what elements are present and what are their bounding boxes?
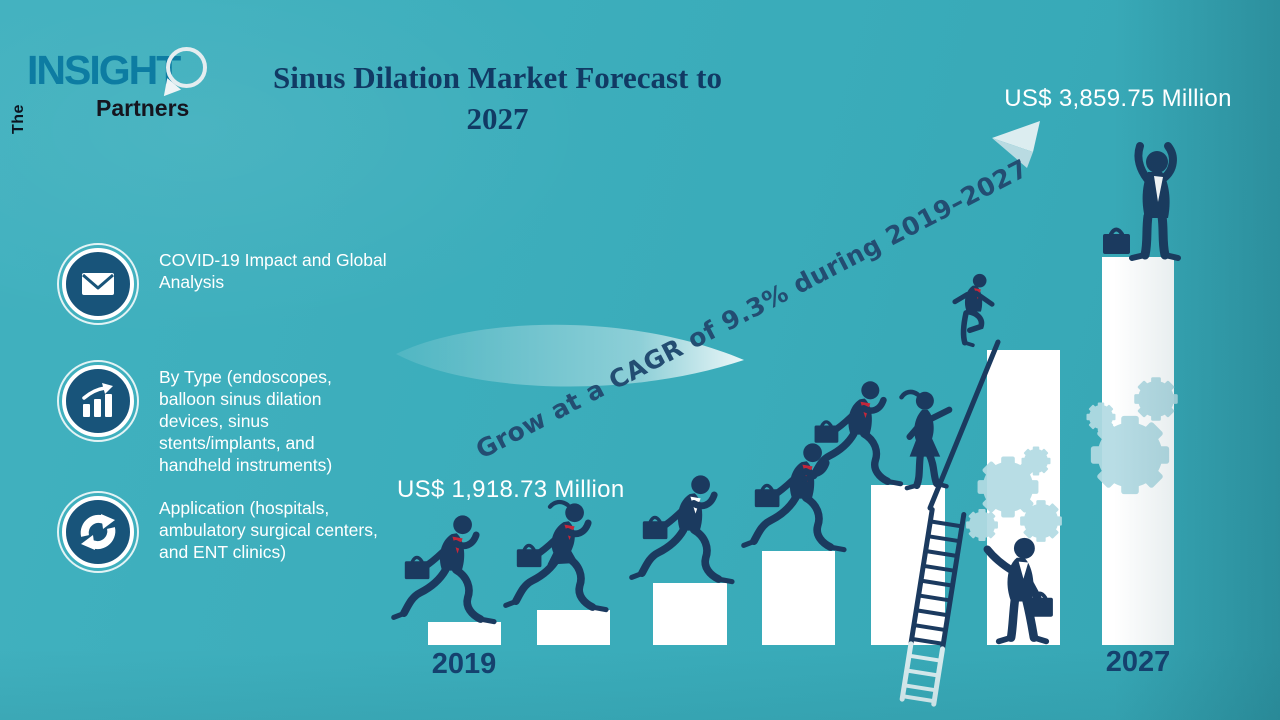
sync-arrows-badge — [57, 491, 139, 573]
stair-bar — [537, 610, 610, 645]
info-text-by-type: By Type (endoscopes, balloon sinus dilat… — [159, 367, 333, 475]
stair-bars — [428, 257, 1174, 645]
stair-bar — [653, 583, 727, 645]
climbing-pole — [927, 339, 1001, 511]
market-value-2019: US$ 1,918.73 Million — [397, 476, 625, 503]
stair-bar — [428, 622, 501, 645]
year-label-end: 2027 — [1105, 646, 1171, 678]
logo-insight-text: INSIGHT — [27, 47, 181, 93]
briefcase-icon — [1103, 227, 1130, 254]
stair-bar — [762, 551, 835, 645]
growth-chart-badge — [57, 360, 139, 442]
info-item-covid: COVID-19 Impact and Global Analysis — [57, 243, 387, 325]
ladder — [899, 506, 967, 707]
insight-partners-logo: The INSIGHT Partners — [0, 40, 230, 134]
paper-plane-icon — [992, 121, 1040, 168]
market-value-2027: US$ 3,859.75 Million — [1004, 85, 1232, 112]
growth-chart-icon — [62, 365, 134, 437]
info-text-covid: COVID-19 Impact and Global Analysis — [159, 250, 387, 292]
logo-partners-text: Partners — [96, 95, 190, 121]
business-figures — [394, 146, 1178, 641]
envelope-badge — [57, 243, 139, 325]
page-title: Sinus Dilation Market Forecast to 2027 — [215, 57, 780, 139]
info-text-application: Application (hospitals, ambulatory surgi… — [159, 498, 378, 562]
magnifier-icon — [166, 47, 207, 88]
businessman-runner-figure — [632, 475, 732, 581]
sync-arrows-icon — [62, 496, 134, 568]
background-swoosh — [396, 324, 744, 387]
businessman-climber-figure — [955, 274, 992, 345]
page-title-line2: 2027 — [466, 101, 529, 136]
businessman-runner-figure — [394, 515, 494, 621]
info-item-application: Application (hospitals, ambulatory surgi… — [57, 491, 394, 573]
year-label-start: 2019 — [431, 648, 497, 680]
envelope-icon — [62, 248, 134, 320]
businesswoman-runner-figure — [506, 502, 606, 610]
businessman-celebrating-figure — [1132, 146, 1178, 258]
page-title-line1: Sinus Dilation Market Forecast to — [273, 60, 722, 95]
businessman-runner-figure — [804, 381, 901, 484]
logo-the-text: The — [10, 104, 27, 134]
info-item-by-type: By Type (endoscopes, balloon sinus dilat… — [57, 360, 341, 476]
